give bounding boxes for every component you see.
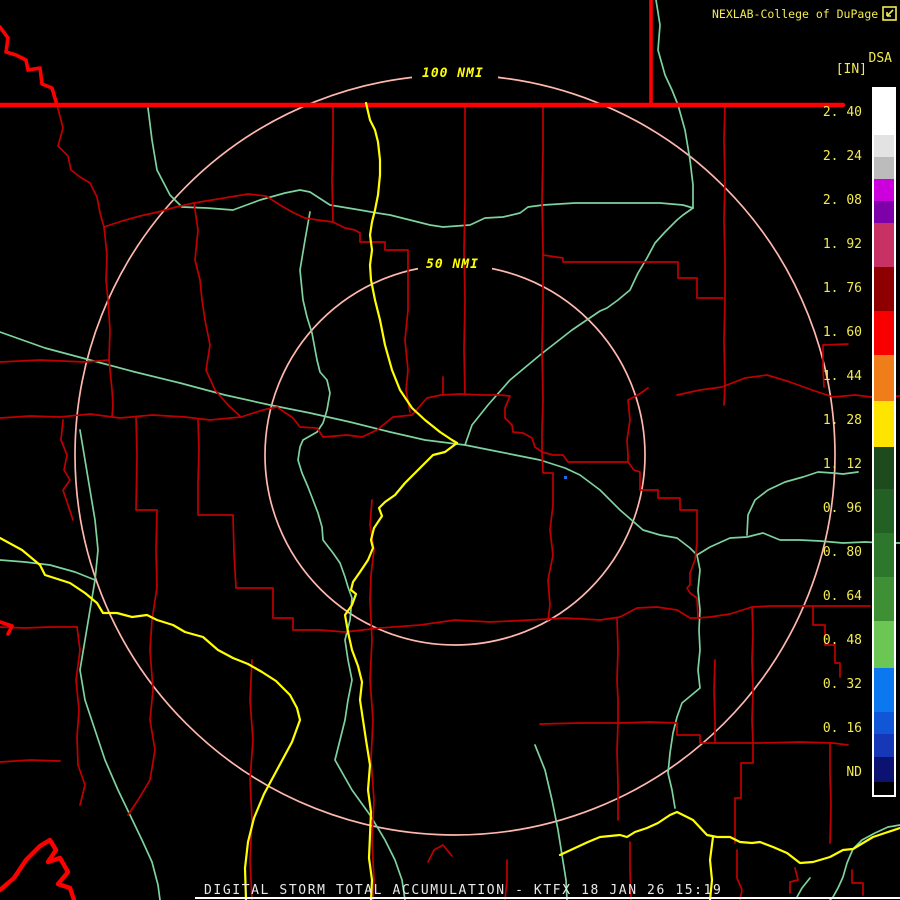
colorbar-segment	[874, 533, 894, 577]
cod-arrow-box-icon	[882, 6, 897, 21]
colorbar-tick-label: 2. 40	[822, 105, 862, 120]
colorbar-segment	[874, 89, 894, 135]
colorbar-tick-label: 0. 96	[822, 501, 862, 516]
brand-title: NEXLAB-College of DuPage	[712, 7, 879, 21]
colorbar-segment	[874, 401, 894, 447]
product-abbr-label: DSA	[868, 51, 892, 66]
colorbar-segment	[874, 201, 894, 223]
colorbar-segment	[874, 489, 894, 533]
colorbar-segment	[874, 355, 894, 401]
colorbar-tick-label: ND	[846, 765, 862, 780]
colorbar-segment	[874, 157, 894, 179]
colorbar-tick-label: 1. 44	[822, 369, 862, 384]
colorbar-tick-label: 0. 32	[822, 677, 862, 692]
colorbar-segment	[874, 757, 894, 782]
colorbar-segment	[874, 447, 894, 489]
colorbar-tick-label: 1. 92	[822, 237, 862, 252]
colorbar-segment	[874, 577, 894, 621]
colorbar-tick-label: 1. 12	[822, 457, 862, 472]
colorbar-segment	[874, 782, 894, 795]
status-bar-text: DIGITAL STORM TOTAL ACCUMULATION - KTFX …	[204, 883, 723, 898]
ring-label-gap	[412, 63, 498, 81]
colorbar-segment	[874, 135, 894, 157]
colorbar-segment	[874, 734, 894, 757]
colorbar-tick-label: 0. 80	[822, 545, 862, 560]
colorbar-segment	[874, 179, 894, 201]
colorbar-tick-label: 1. 76	[822, 281, 862, 296]
colorbar-tick-label: 1. 28	[822, 413, 862, 428]
colorbar-segment	[874, 712, 894, 734]
highway-lines	[0, 101, 900, 900]
colorbar-segment	[874, 311, 894, 355]
ring-label-gap	[418, 255, 492, 272]
product-units-label: [IN]	[835, 62, 867, 77]
colorbar-tick-label: 2. 24	[822, 149, 862, 164]
colorbar-tick-label: 0. 16	[822, 721, 862, 736]
range-ring-label-50nmi: 50 NMI	[426, 257, 479, 272]
colorbar-tick-label: 0. 48	[822, 633, 862, 648]
range-ring-label-100nmi: 100 NMI	[422, 66, 484, 81]
colorbar-segment	[874, 223, 894, 267]
colorbar-segment	[874, 621, 894, 668]
colorbar	[872, 87, 896, 797]
colorbar-segment	[874, 668, 894, 712]
precip-data-pixel	[564, 476, 567, 479]
county-boundary-lines	[0, 104, 900, 900]
colorbar-tick-label: 2. 08	[822, 193, 862, 208]
colorbar-tick-label: 1. 60	[822, 325, 862, 340]
range-rings	[74, 63, 836, 836]
colorbar-tick-label: 0. 64	[822, 589, 862, 604]
colorbar-segment	[874, 267, 894, 311]
state-boundary-lines	[0, 0, 846, 900]
bottom-border-line	[195, 897, 900, 899]
